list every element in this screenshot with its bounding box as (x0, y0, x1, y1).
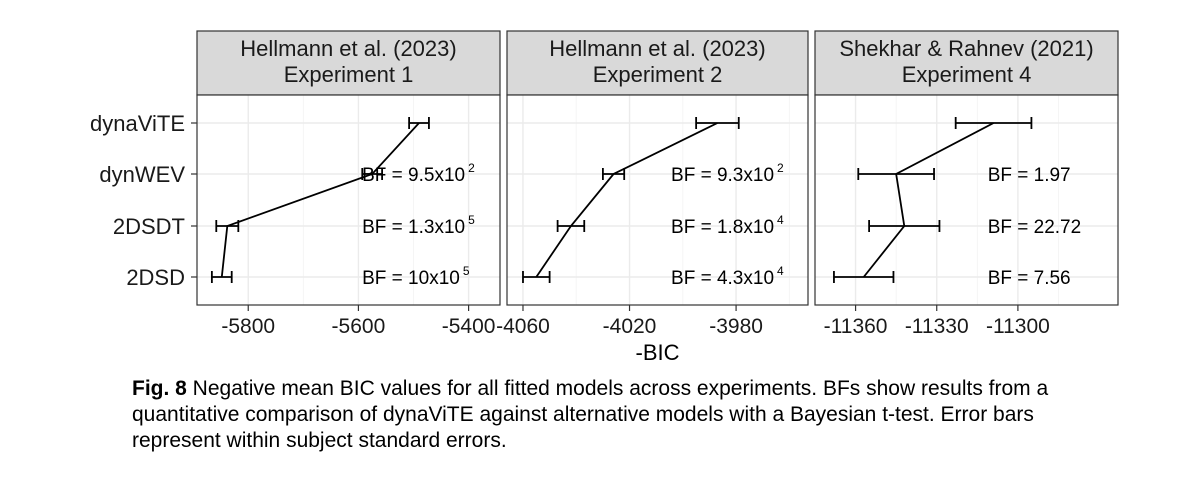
panel-background (197, 95, 500, 305)
caption-label: Fig. 8 (132, 377, 187, 400)
chart-panels: Hellmann et al. (2023)Experiment 1BF = 9… (196, 30, 1119, 338)
figure-caption: Fig. 8 Negative mean BIC values for all … (132, 376, 1072, 454)
bf-label-dynwev: BF = 1.97 (988, 165, 1071, 186)
y-axis: dynaViTE dynWEV 2DSDT 2DSD (90, 111, 197, 290)
panel-2: Hellmann et al. (2023)Experiment 2 BF = 9… (496, 30, 809, 338)
bf-label-dynwev: BF = 9.5x10 (362, 165, 465, 186)
panel-1: Hellmann et al. (2023)Experiment 1 BF = 9… (196, 30, 501, 338)
series-line (535, 122, 718, 278)
panel-border (506, 94, 809, 306)
bf-label-2dsdt: BF = 1.3x10 (362, 217, 465, 238)
series-line (220, 122, 420, 278)
error-bar-dynwev (857, 168, 935, 180)
error-bar-dynavite (954, 117, 1033, 129)
panel-title-line1: Hellmann et al. (2023) (549, 36, 765, 61)
x-tick-label: -3980 (709, 315, 763, 338)
bf-exponent: 2 (468, 161, 475, 175)
panel-border (196, 94, 501, 306)
y-tick-label-2dsdt: 2DSDT (113, 214, 185, 239)
error-bar-2dsd (522, 271, 551, 283)
x-tick-label: -5600 (332, 315, 386, 338)
panel-border (814, 94, 1119, 306)
x-tick-label: -5800 (221, 315, 275, 338)
error-bar-dynwev (361, 168, 384, 180)
series-line (862, 122, 994, 278)
bf-label-2dsd: BF = 4.3x10 (671, 268, 774, 289)
bf-label-2dsdt: BF = 1.8x10 (671, 217, 774, 238)
panel-background (815, 95, 1118, 305)
panel-title-line2: Experiment 2 (593, 62, 723, 87)
bic-figure: Hellmann et al. (2023)Experiment 1BF = 9… (90, 30, 1119, 365)
panel-title-line2: Experiment 4 (902, 62, 1032, 87)
panel-strip (196, 30, 501, 96)
error-bar-dynavite (408, 117, 430, 129)
error-bar-2dsd (833, 271, 895, 283)
y-tick-label-dynavite: dynaViTE (90, 111, 185, 136)
y-tick-label-2dsd: 2DSD (126, 265, 185, 290)
x-axis-title: -BIC (636, 340, 680, 365)
bf-label-2dsdt: BF = 22.72 (988, 217, 1081, 238)
x-tick-label: -11330 (905, 315, 969, 338)
error-bar-2dsdt (868, 220, 941, 232)
error-bar-2dsdt (556, 220, 586, 232)
bf-exponent: 5 (468, 213, 475, 227)
panel-strip (506, 30, 809, 96)
panel-3: Shekhar & Rahnev (2021)Experiment 4 BF = … (814, 30, 1119, 338)
error-bar-2dsd (210, 271, 233, 283)
caption-text: Negative mean BIC values for all fitted … (132, 377, 1049, 452)
bf-exponent: 5 (463, 264, 470, 278)
bf-exponent: 4 (777, 264, 784, 278)
x-tick-label: -11360 (824, 315, 888, 338)
error-bar-dynwev (601, 168, 626, 180)
panel-title-line1: Shekhar & Rahnev (2021) (839, 36, 1093, 61)
panel-strip (814, 30, 1119, 96)
bf-exponent: 4 (777, 213, 784, 227)
panel-title-line2: Experiment 1 (284, 62, 414, 87)
y-tick-label-dynwev: dynWEV (99, 162, 185, 187)
bf-exponent: 2 (777, 161, 784, 175)
x-tick-label: -5400 (442, 315, 496, 338)
bf-label-2dsd: BF = 10x10 (362, 268, 460, 289)
bf-label-dynwev: BF = 9.3x10 (671, 165, 774, 186)
x-tick-label: -4020 (603, 315, 657, 338)
x-tick-label: -11300 (986, 315, 1050, 338)
panel-title-line1: Hellmann et al. (2023) (240, 36, 456, 61)
x-tick-label: -4060 (496, 315, 550, 338)
error-bar-dynavite (695, 117, 740, 129)
error-bar-2dsdt (215, 220, 240, 232)
panel-background (507, 95, 808, 305)
bf-label-2dsd: BF = 7.56 (988, 268, 1071, 289)
